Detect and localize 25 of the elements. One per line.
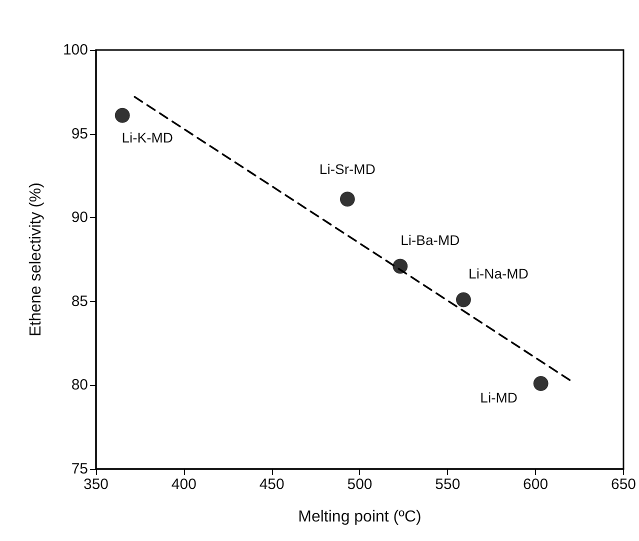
y-axis-title: Ethene selectivity (%)	[28, 182, 44, 336]
annotation: Li-K-MD	[122, 129, 174, 146]
point	[392, 258, 408, 274]
y-tick-label: 85	[71, 292, 88, 310]
point	[456, 292, 471, 308]
annotation: Li-Sr-MD	[319, 161, 376, 178]
point	[114, 108, 130, 123]
annotation: Li-Ba-MD	[400, 232, 460, 248]
point	[340, 192, 355, 207]
annotation: Li-Na-MD	[468, 266, 528, 282]
y-tick-label: 100	[62, 42, 88, 58]
y-tick-label: 80	[71, 376, 88, 394]
x-tick-label: 550	[435, 476, 460, 493]
annotation: Li-MD	[480, 390, 518, 406]
point	[533, 376, 548, 392]
x-tick-label: 650	[610, 476, 636, 493]
x-tick-label: 350	[83, 476, 109, 493]
y-tick-label: 75	[71, 460, 88, 478]
x-axis-title: Melting point (ºC)	[298, 508, 422, 526]
x-tick-label: 400	[171, 476, 196, 493]
x-tick-label: 450	[259, 476, 284, 493]
y-tick-label: 95	[71, 125, 88, 142]
y-tick-label: 90	[71, 209, 88, 226]
x-tick-label: 500	[347, 476, 372, 493]
x-tick-label: 600	[523, 476, 548, 493]
